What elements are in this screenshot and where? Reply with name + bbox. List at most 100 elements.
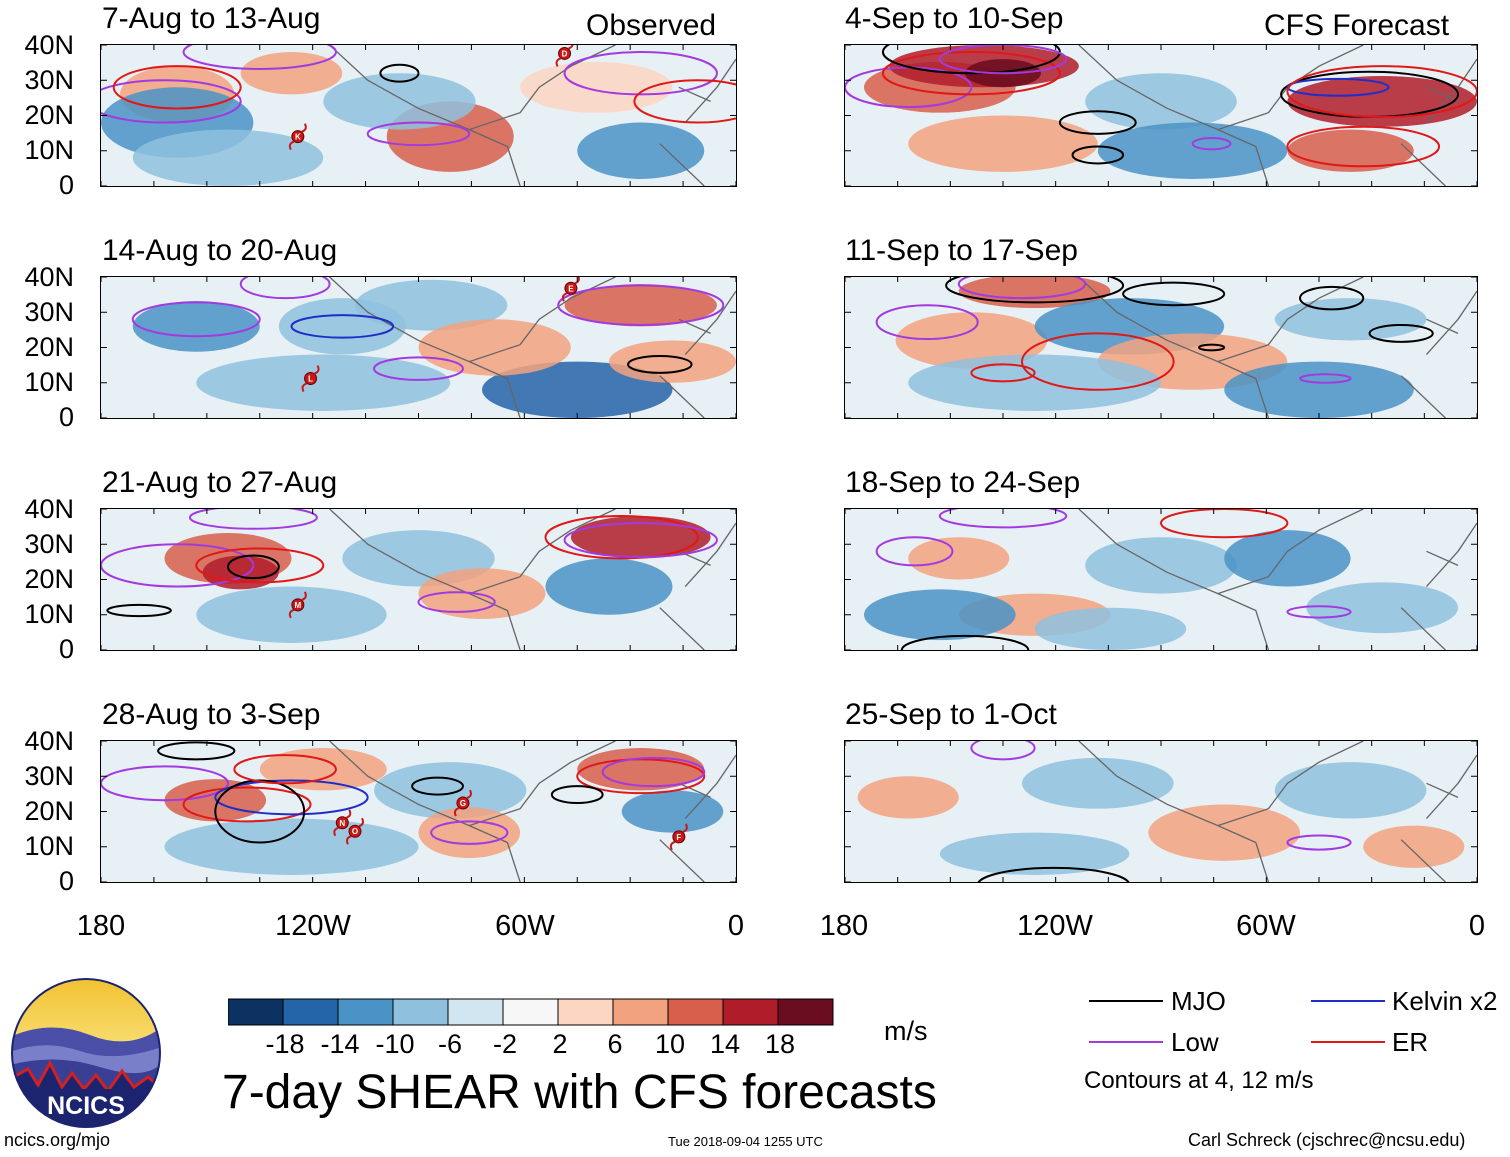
- coastline: [329, 509, 736, 650]
- colorbar-swatch: [667, 998, 724, 1026]
- contour-low: [563, 522, 718, 558]
- contour-mjo: [945, 277, 1125, 304]
- footer-timestamp: Tue 2018-09-04 1255 UTC: [668, 1134, 823, 1149]
- lon-tick-label: 0: [727, 910, 745, 942]
- panel-title-5: 4-Sep to 10-Sep: [845, 2, 1064, 35]
- panel-tag-observed: Observed: [586, 9, 717, 42]
- shear-anomaly-region: [1085, 537, 1237, 594]
- contour-mjo: [900, 634, 1030, 650]
- shear-anomaly-region: [1021, 757, 1174, 809]
- contour-mjo: [1368, 323, 1434, 343]
- coastline: [329, 741, 736, 882]
- lon-tick-label: 60W: [495, 910, 555, 942]
- lon-tick-label: 60W: [1236, 910, 1296, 942]
- lat-tick-label: 30N: [24, 65, 74, 95]
- storm-marker-icon: F: [669, 823, 688, 851]
- shear-anomaly-region: [939, 832, 1130, 875]
- contour-low: [373, 356, 464, 381]
- contour-low: [938, 509, 1068, 529]
- shear-anomaly-region: [621, 790, 724, 833]
- colorbar: [228, 998, 834, 1026]
- contour-er: [881, 51, 1061, 96]
- colorbar-label: 18: [764, 1029, 796, 1059]
- colorbar-label: -6: [437, 1029, 462, 1059]
- contour-mjo: [106, 603, 172, 618]
- shear-field: [845, 741, 1477, 882]
- lon-tick-label: 120W: [1017, 910, 1093, 942]
- shear-anomaly-region: [196, 586, 387, 643]
- lat-tick-label: 0: [58, 170, 74, 200]
- shear-anomaly-region: [164, 818, 419, 875]
- contour-low: [957, 277, 1087, 300]
- storm-marker-icon: E: [561, 277, 580, 302]
- coastline: [1078, 277, 1477, 418]
- colorbar-swatch: [392, 998, 449, 1026]
- lat-tick-label: 30N: [24, 297, 74, 327]
- contour-er: [1286, 125, 1441, 168]
- contour-kelvin-x2: [1286, 77, 1390, 97]
- shear-anomaly-region: [1085, 73, 1237, 130]
- logo-text: NCICS: [47, 1092, 125, 1120]
- colorbar-label: -10: [375, 1029, 415, 1059]
- lon-tick-label: 180: [819, 910, 869, 942]
- contour-low: [875, 304, 979, 341]
- coastline: [1078, 509, 1477, 650]
- lon-tick-label: 0: [1468, 910, 1486, 942]
- contour-low: [601, 756, 706, 788]
- shear-anomaly-region: [482, 361, 673, 418]
- contour-low: [366, 121, 471, 147]
- colorbar-label: 6: [607, 1029, 623, 1059]
- contour-low: [1286, 834, 1352, 851]
- shear-anomaly-region: [132, 300, 260, 352]
- lat-tick-label: 0: [58, 866, 74, 896]
- colorbar-swatch: [557, 998, 614, 1026]
- contour-low: [101, 765, 229, 802]
- ncics-logo-icon: NCICS: [11, 978, 161, 1128]
- shear-field: DK: [101, 45, 736, 186]
- shear-anomaly-region: [1287, 129, 1414, 172]
- shear-anomaly-region: [857, 776, 959, 819]
- shear-anomaly-region: [908, 354, 1161, 411]
- contour-er: [544, 515, 699, 560]
- contour-low: [557, 284, 725, 326]
- coastline: [1078, 741, 1477, 882]
- colorbar-swatch: [612, 998, 669, 1026]
- storm-marker-label: K: [295, 133, 301, 142]
- contour-low: [970, 741, 1036, 761]
- contour-low: [938, 45, 1068, 75]
- lat-tick-label: 30N: [24, 761, 74, 791]
- shear-anomaly-region: [1306, 582, 1459, 634]
- contour-low: [101, 543, 255, 588]
- colorbar-label: 10: [654, 1029, 686, 1059]
- contour-mjo: [1299, 285, 1365, 311]
- colorbar-swatch: [722, 998, 779, 1026]
- contour-mjo: [1122, 281, 1226, 307]
- lat-tick-label: 0: [58, 402, 74, 432]
- shear-anomaly-region: [908, 115, 1098, 172]
- contour-low: [875, 536, 954, 567]
- shear-anomaly-region: [202, 555, 279, 590]
- shear-anomaly-region: [1224, 530, 1351, 587]
- shear-anomaly-region: [1224, 361, 1414, 418]
- lat-tick-label: 40N: [24, 30, 74, 60]
- shear-anomaly-region: [1097, 122, 1288, 179]
- lat-tick-label: 0: [58, 634, 74, 664]
- storm-marker-label: L: [308, 375, 313, 384]
- contour-low: [1299, 373, 1352, 384]
- panel-title-7: 18-Sep to 24-Sep: [845, 466, 1081, 499]
- colorbar-swatch: [282, 998, 339, 1026]
- main-title: 7-day SHEAR with CFS forecasts: [222, 1066, 937, 1119]
- storm-marker-label: G: [460, 799, 466, 808]
- contour-low: [417, 591, 496, 613]
- shear-field: [845, 45, 1477, 186]
- storm-marker-label: D: [562, 49, 568, 58]
- shear-anomaly-region: [355, 279, 508, 331]
- storm-marker-label: O: [352, 827, 358, 836]
- storm-marker-icon: M: [288, 591, 307, 619]
- lat-tick-label: 40N: [24, 494, 74, 524]
- contour-low: [239, 277, 331, 300]
- contour-mjo: [627, 354, 693, 374]
- contour-er: [970, 363, 1036, 383]
